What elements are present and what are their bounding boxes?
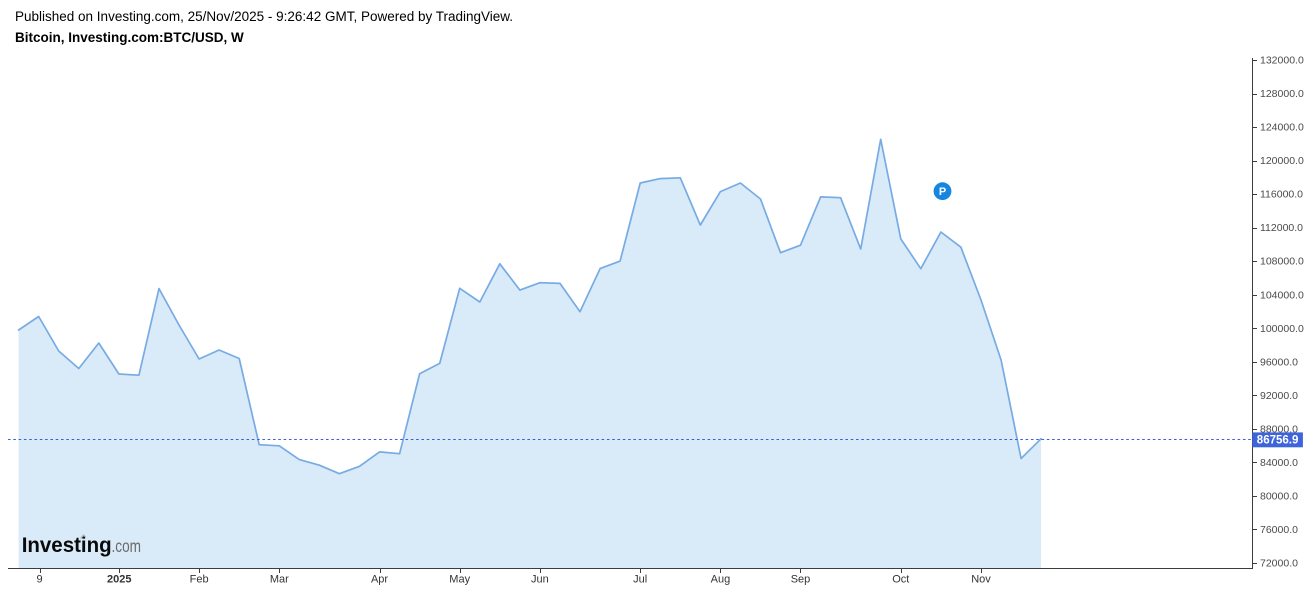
svg-text:124000.0: 124000.0 bbox=[1260, 122, 1304, 134]
svg-text:92000.0: 92000.0 bbox=[1260, 390, 1298, 402]
svg-text:132000.0: 132000.0 bbox=[1260, 55, 1304, 67]
svg-text:116000.0: 116000.0 bbox=[1260, 189, 1303, 201]
svg-text:2025: 2025 bbox=[107, 574, 131, 586]
svg-text:Sep: Sep bbox=[791, 574, 811, 586]
svg-text:Oct: Oct bbox=[892, 574, 909, 586]
svg-text:112000.0: 112000.0 bbox=[1260, 222, 1303, 234]
svg-text:Investing: Investing bbox=[22, 534, 112, 557]
svg-text:128000.0: 128000.0 bbox=[1260, 88, 1304, 100]
svg-text:120000.0: 120000.0 bbox=[1260, 155, 1304, 167]
svg-text:Feb: Feb bbox=[190, 574, 209, 586]
svg-text:Apr: Apr bbox=[371, 574, 388, 586]
svg-text:84000.0: 84000.0 bbox=[1260, 457, 1298, 469]
svg-text:96000.0: 96000.0 bbox=[1260, 356, 1298, 368]
svg-text:72000.0: 72000.0 bbox=[1260, 558, 1298, 570]
svg-text:108000.0: 108000.0 bbox=[1260, 256, 1304, 268]
svg-text:Jun: Jun bbox=[531, 574, 549, 586]
svg-text:80000.0: 80000.0 bbox=[1260, 490, 1298, 502]
svg-text:P: P bbox=[939, 186, 946, 198]
svg-text:Mar: Mar bbox=[270, 574, 289, 586]
svg-text:Aug: Aug bbox=[711, 574, 731, 586]
svg-text:100000.0: 100000.0 bbox=[1260, 323, 1304, 335]
svg-text:Nov: Nov bbox=[971, 574, 991, 586]
svg-text:76000.0: 76000.0 bbox=[1260, 524, 1298, 536]
svg-text:May: May bbox=[449, 574, 470, 586]
svg-text:86756.9: 86756.9 bbox=[1257, 435, 1299, 447]
svg-text:9: 9 bbox=[36, 574, 42, 586]
svg-text:Jul: Jul bbox=[633, 574, 647, 586]
svg-text:.com: .com bbox=[112, 536, 142, 556]
svg-text:104000.0: 104000.0 bbox=[1260, 289, 1304, 301]
